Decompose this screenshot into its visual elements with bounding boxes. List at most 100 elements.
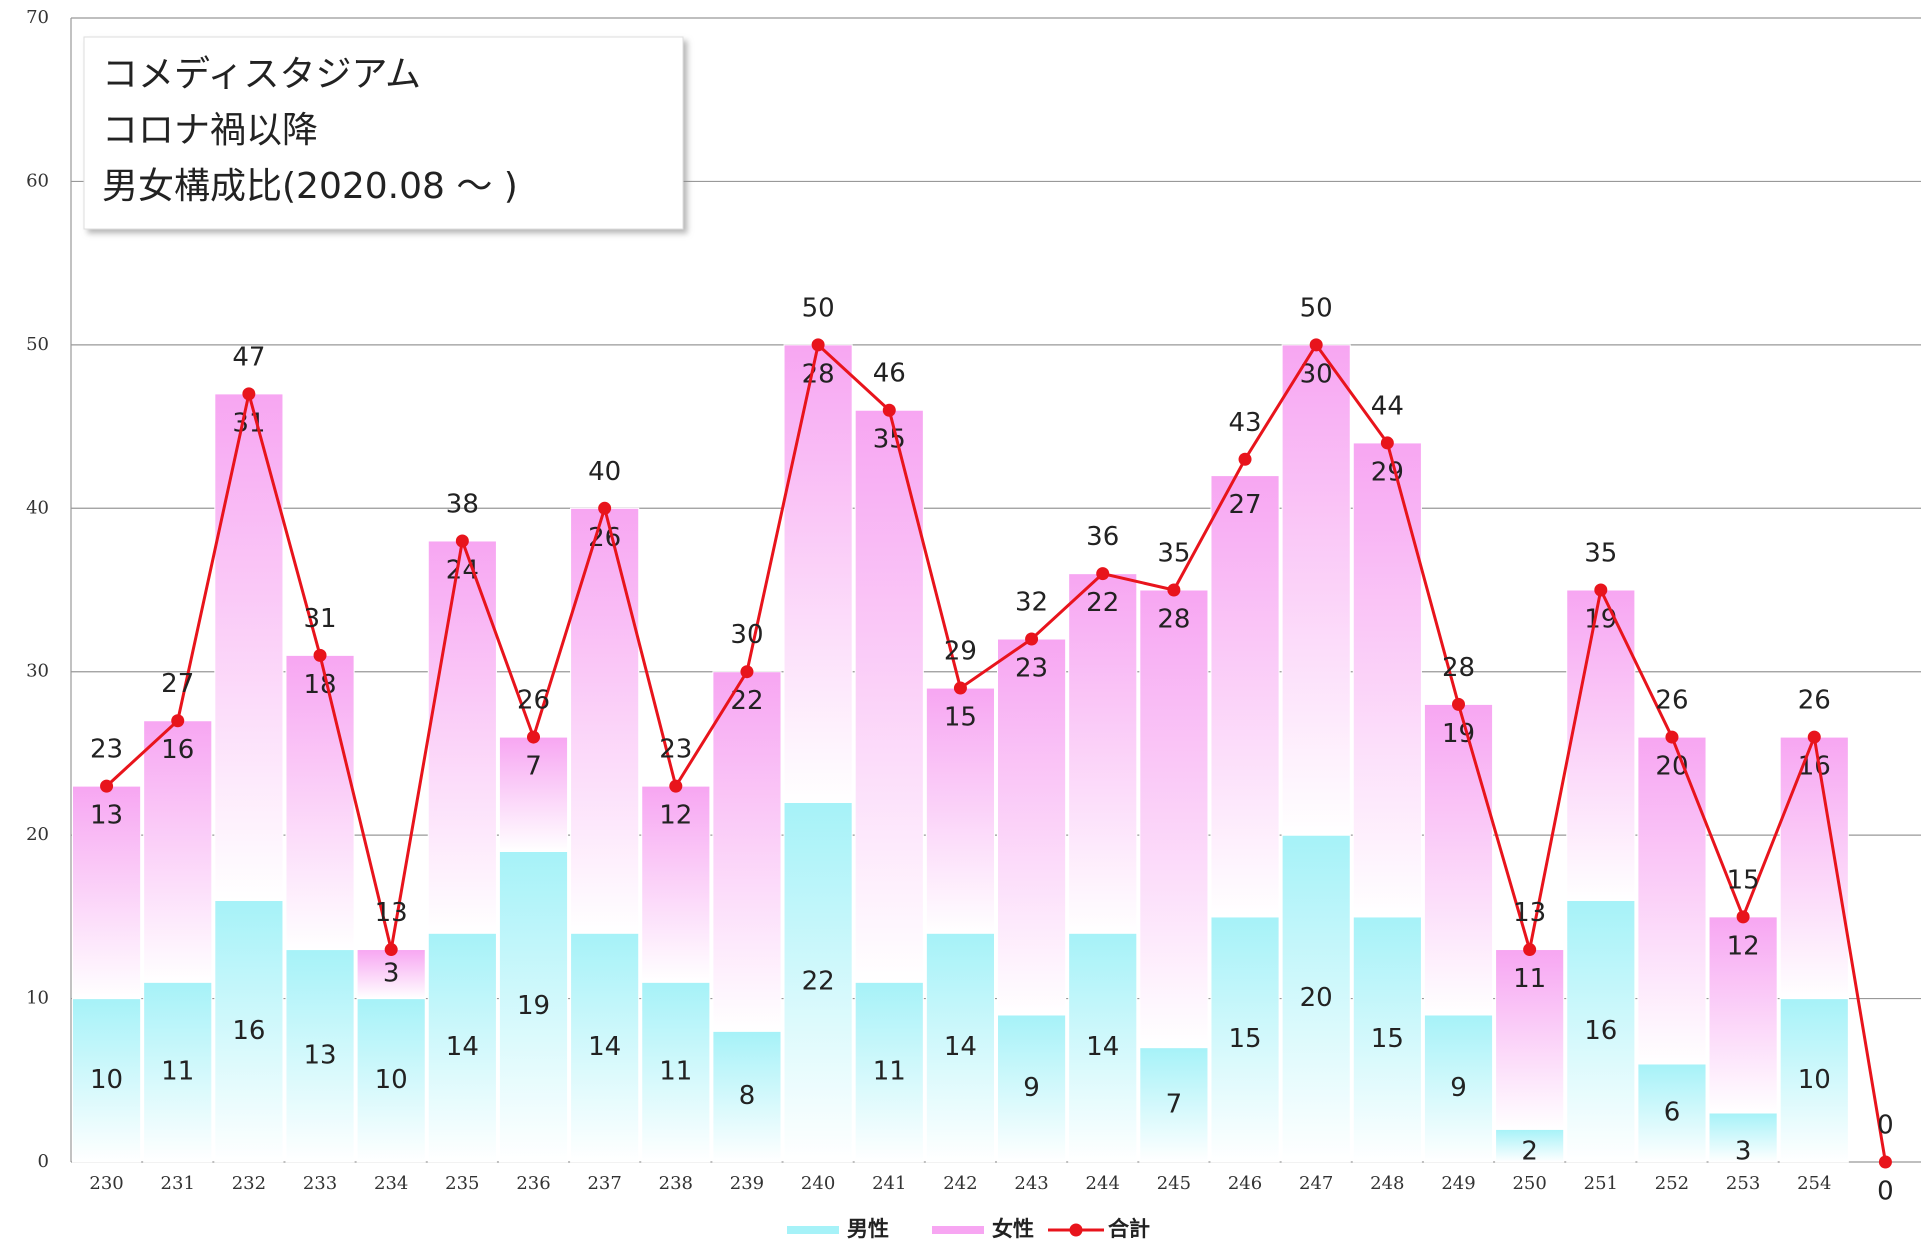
male-bar (1139, 1047, 1209, 1163)
male-bar (1423, 1014, 1494, 1163)
male-bar (712, 1030, 782, 1163)
data-label: 20 (1300, 983, 1333, 1013)
male-bar (641, 981, 711, 1163)
data-label: 16 (1584, 1016, 1617, 1046)
x-tick-label: 250 (1512, 1173, 1546, 1194)
x-tick-label: 254 (1797, 1173, 1831, 1194)
data-label: 18 (303, 670, 336, 700)
male-bar (1566, 900, 1636, 1163)
data-label: 10 (375, 1065, 408, 1095)
total-label: 26 (1798, 686, 1831, 716)
total-point (1594, 583, 1608, 597)
male-bar (356, 998, 426, 1163)
total-label: 23 (90, 735, 123, 765)
data-label: 16 (161, 735, 194, 765)
data-label: 14 (1086, 1032, 1119, 1062)
male-bar (1068, 932, 1138, 1163)
total-label: 32 (1015, 588, 1048, 618)
data-label: 3 (383, 959, 400, 989)
data-label: 14 (588, 1032, 621, 1062)
data-label: 16 (232, 1016, 265, 1046)
x-tick-label: 251 (1584, 1173, 1618, 1194)
female-bar (783, 344, 853, 803)
x-tick-label: 241 (872, 1173, 906, 1194)
legend-label: 男性 (847, 1217, 889, 1241)
male-bar (1637, 1063, 1707, 1163)
total-label: 26 (517, 686, 550, 716)
male-bar (214, 900, 284, 1163)
total-label: 35 (1584, 539, 1617, 569)
data-label: 22 (1086, 588, 1119, 618)
total-label: 38 (446, 489, 479, 519)
total-label: 28 (1442, 653, 1475, 683)
x-tick-label: 232 (232, 1173, 266, 1194)
total-label: 23 (659, 735, 692, 765)
total-point (1452, 697, 1465, 711)
total-label: 13 (1513, 898, 1546, 928)
total-point (171, 714, 185, 728)
data-label: 13 (303, 1040, 336, 1070)
y-tick-label: 20 (26, 824, 49, 845)
total-point (1025, 632, 1039, 646)
data-label: 11 (1513, 964, 1546, 994)
total-label: 27 (161, 669, 194, 699)
male-bar (997, 1014, 1067, 1163)
data-label: 11 (873, 1057, 906, 1087)
data-label: 11 (659, 1057, 692, 1087)
female-bar (1068, 573, 1138, 934)
y-tick-label: 60 (26, 170, 49, 191)
total-label: 40 (588, 457, 621, 487)
x-tick-label: 245 (1157, 1173, 1191, 1194)
y-tick-label: 70 (26, 7, 49, 28)
total-point (598, 501, 612, 515)
female-bar (285, 654, 355, 951)
female-bar (712, 671, 782, 1032)
total-label: 0 (1877, 1111, 1894, 1141)
x-tick-label: 242 (943, 1173, 977, 1194)
male-bar (72, 998, 142, 1163)
male-bar (285, 949, 355, 1163)
x-tick-label: 240 (801, 1173, 835, 1194)
female-bar (997, 638, 1067, 1016)
male-bar (427, 932, 497, 1163)
x-tick-label: 247 (1299, 1173, 1333, 1194)
data-label: 10 (90, 1065, 123, 1095)
data-label: 14 (446, 1032, 479, 1062)
female-bar (1708, 916, 1778, 1114)
total-point (1736, 910, 1750, 924)
total-point (455, 534, 469, 548)
total-label: 36 (1086, 522, 1119, 552)
data-label: 12 (659, 801, 692, 831)
female-bar (1423, 703, 1494, 1016)
data-label: 10 (1798, 1065, 1831, 1095)
x-tick-label: 249 (1441, 1173, 1475, 1194)
total-point (1167, 583, 1181, 597)
total-point (242, 387, 256, 401)
male-bar (925, 932, 995, 1163)
total-label: 31 (303, 604, 336, 634)
legend-label: 女性 (992, 1217, 1034, 1241)
total-label: 50 (1300, 293, 1333, 323)
female-bar (641, 785, 711, 983)
male-bar (1708, 1112, 1778, 1163)
legend-swatch (932, 1226, 984, 1234)
male-bar (783, 801, 853, 1163)
bars (72, 344, 1849, 1163)
data-label: 3 (1735, 1137, 1752, 1167)
x-tick-label: 237 (587, 1173, 621, 1194)
data-label: 2 (1521, 1137, 1538, 1167)
data-label: 12 (1727, 931, 1760, 961)
total-label: 13 (375, 898, 408, 928)
data-label: 15 (1228, 1024, 1261, 1054)
total-point (527, 730, 540, 744)
total-label: 47 (232, 342, 265, 372)
total-point (1665, 730, 1679, 744)
data-label: 23 (1015, 654, 1048, 684)
female-bar (925, 687, 995, 934)
x-tick-label: 238 (659, 1173, 693, 1194)
female-bar (214, 393, 284, 902)
title-box (83, 36, 684, 230)
total-label: 26 (1655, 686, 1688, 716)
female-bar (498, 736, 569, 852)
